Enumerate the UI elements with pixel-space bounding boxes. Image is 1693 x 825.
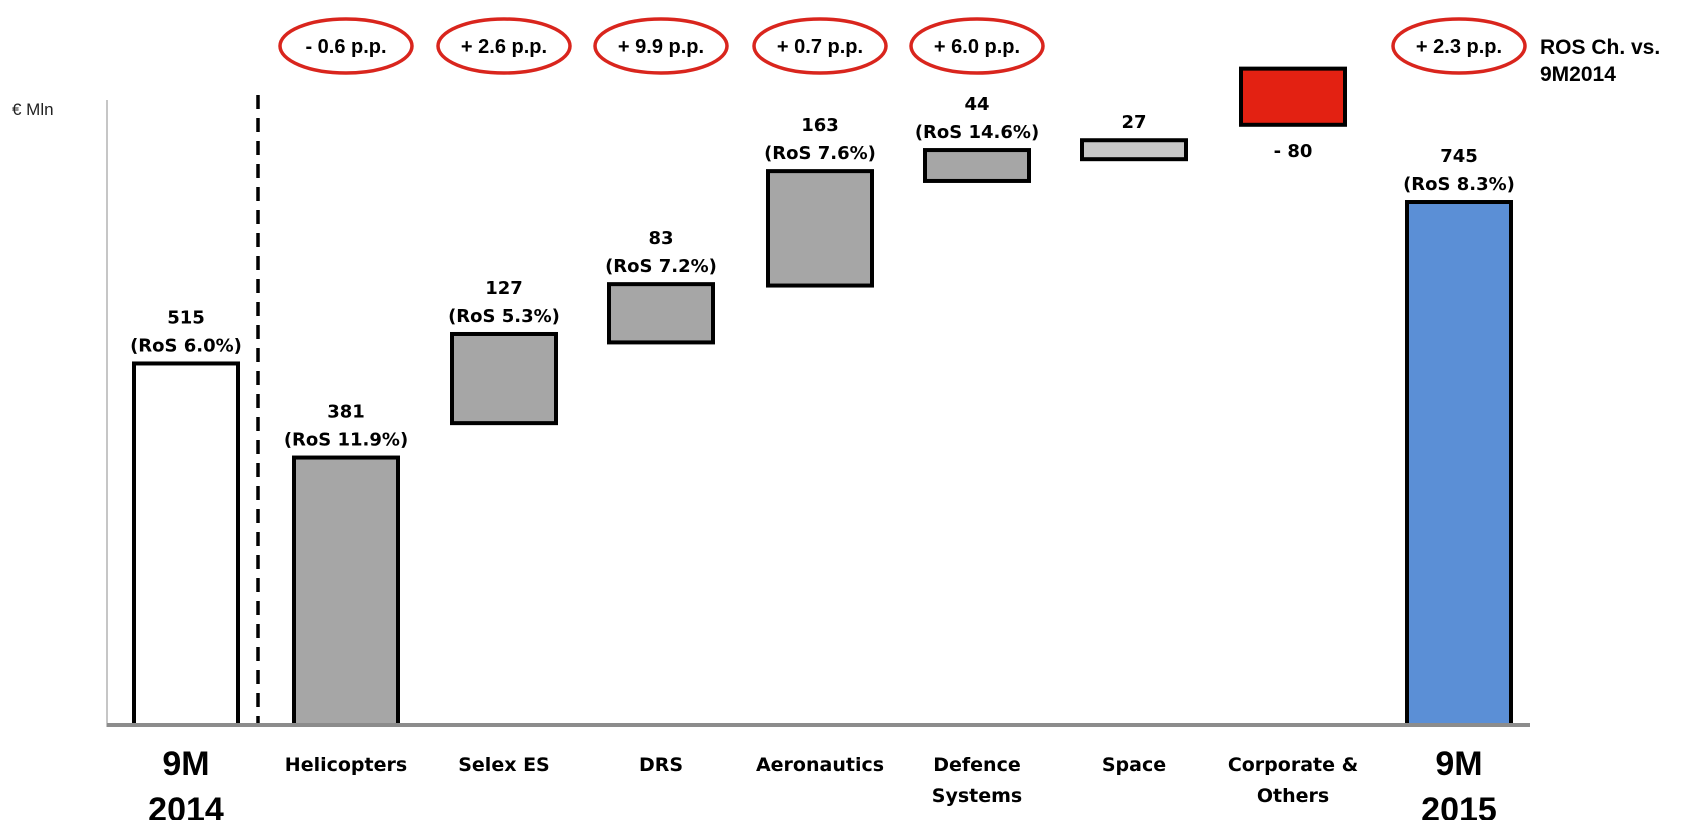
- ros-change-ellipse-helicopters: [278, 17, 414, 75]
- bar-selex-es: [450, 331, 558, 426]
- ros-change-ellipse-9m-2015: [1391, 17, 1527, 75]
- category-label-defence-systems: Systems: [932, 785, 1022, 807]
- category-label-selex-es: Selex ES: [458, 754, 550, 776]
- ros-change-layer: - 0.6 p.p. + 2.6 p.p. + 9.9 p.p. + 0.7 p.p.…: [278, 17, 1527, 75]
- category-label-drs: DRS: [639, 754, 683, 776]
- value-label-space: 27: [1121, 112, 1146, 133]
- bar-defence-systems: [923, 148, 1031, 183]
- ros-change-label-9m-2015: + 2.3 p.p.: [1416, 36, 1502, 58]
- value-label-corporate-and-others: - 80: [1274, 141, 1313, 162]
- labels-layer: 515 (RoS 6.0%) 9M 2014 381 (RoS 11.9%) Helicop…: [130, 94, 1515, 825]
- ros-label-9m-2014: (RoS 6.0%): [130, 335, 242, 356]
- ros-label-9m-2015: (RoS 8.3%): [1403, 174, 1515, 195]
- ros-change-label-selex-es: + 2.6 p.p.: [461, 36, 547, 58]
- value-label-selex-es: 127: [485, 278, 523, 299]
- ros-change-title: ROS Ch. vs. 9M2014: [1540, 36, 1660, 86]
- ros-change-ellipse-defence-systems: [909, 17, 1045, 75]
- bar-drs: [607, 282, 715, 345]
- category-label-corporate-and-others: Corporate &: [1228, 754, 1358, 776]
- category-label-defence-systems: Defence: [933, 754, 1021, 776]
- value-label-9m-2015: 745: [1440, 146, 1478, 167]
- ros-change-label-aeronautics: + 0.7 p.p.: [777, 36, 863, 58]
- ros-change-label-drs: + 9.9 p.p.: [618, 36, 704, 58]
- bar-9m-2015: [1405, 200, 1513, 727]
- unit-label: € Mln: [12, 100, 54, 119]
- category-label-aeronautics: Aeronautics: [756, 754, 884, 776]
- bar-space: [1080, 138, 1188, 162]
- ros-change-title-line: 9M2014: [1540, 63, 1616, 86]
- ros-change-title-line: ROS Ch. vs.: [1540, 36, 1660, 59]
- value-label-defence-systems: 44: [964, 94, 989, 115]
- category-label-9m-2015: 9M: [1435, 745, 1482, 783]
- value-label-drs: 83: [648, 228, 673, 249]
- value-label-aeronautics: 163: [801, 115, 839, 136]
- category-label-9m-2015: 2015: [1421, 791, 1497, 820]
- bars-layer: [132, 66, 1513, 727]
- category-label-9m-2014: 9M: [162, 745, 209, 783]
- category-label-9m-2014: 2014: [148, 791, 224, 820]
- value-label-helicopters: 381: [327, 402, 365, 423]
- ros-change-label-defence-systems: + 6.0 p.p.: [934, 36, 1020, 58]
- bar-helicopters: [292, 455, 400, 727]
- ros-change-ellipse-selex-es: [436, 17, 572, 75]
- ros-label-selex-es: (RoS 5.3%): [448, 306, 560, 327]
- ros-change-ellipse-aeronautics: [752, 17, 888, 75]
- ros-label-helicopters: (RoS 11.9%): [284, 430, 408, 451]
- category-label-helicopters: Helicopters: [285, 754, 407, 776]
- category-label-corporate-and-others: Others: [1257, 785, 1329, 807]
- bar-corporate-and-others: [1239, 66, 1347, 127]
- bar-9m-2014: [132, 361, 240, 727]
- ros-label-defence-systems: (RoS 14.6%): [915, 122, 1039, 143]
- value-label-9m-2014: 515: [167, 307, 205, 328]
- bar-aeronautics: [766, 169, 874, 288]
- ros-change-ellipse-drs: [593, 17, 729, 75]
- ros-label-drs: (RoS 7.2%): [605, 256, 717, 277]
- ros-change-label-helicopters: - 0.6 p.p.: [305, 36, 386, 58]
- ros-label-aeronautics: (RoS 7.6%): [764, 143, 876, 164]
- category-label-space: Space: [1102, 754, 1166, 776]
